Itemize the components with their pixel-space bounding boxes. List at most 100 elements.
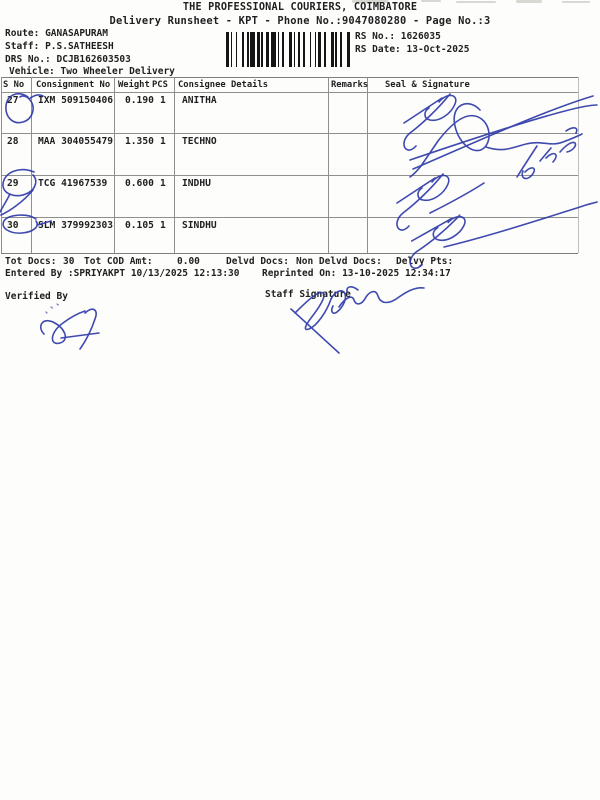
route-value: GANASAPURAM	[45, 28, 108, 39]
cell-consignee: SINDHU	[182, 220, 217, 231]
cell-sno: 29	[7, 178, 19, 189]
rs-date-line: RS Date: 13-Oct-2025	[355, 44, 469, 55]
table-border	[328, 77, 329, 253]
cell-consignee: TECHNO	[182, 136, 217, 147]
col-header-weight: Weight	[118, 80, 150, 90]
barcode-bar	[266, 32, 270, 67]
col-header-sno: S No	[3, 80, 25, 90]
cell-consignee: ANITHA	[182, 95, 217, 106]
table-border	[1, 77, 578, 78]
barcode-bar	[235, 32, 238, 67]
col-header-remarks: Remarks	[331, 80, 369, 90]
staff-signature-label: Staff Signature	[265, 289, 351, 300]
vehicle-value: Two Wheeler Delivery	[60, 66, 175, 77]
scan-artifact	[456, 1, 496, 3]
delvy-pts-label: Delvy Pts:	[396, 256, 454, 267]
scan-artifact	[352, 0, 388, 3]
drs-line: DRS No.: DCJB162603503	[5, 54, 131, 65]
table-border	[367, 77, 368, 253]
cell-sno: 28	[7, 136, 19, 147]
barcode-bar	[314, 32, 317, 67]
col-header-pcs: PCS	[152, 80, 168, 90]
cell-consignee: INDHU	[182, 178, 211, 189]
cell-consignment: MAA 304055479	[38, 136, 114, 147]
barcode-bar	[226, 32, 230, 67]
barcode-bar	[340, 32, 342, 67]
cell-weight: 0.600	[125, 178, 154, 189]
non-delvd-docs-label: Non Delvd Docs:	[296, 256, 382, 267]
cell-weight: 0.105	[125, 220, 154, 231]
tot-cod-label: Tot COD Amt:	[84, 256, 153, 267]
entered-by-line: Entered By :SPRIYAKPT 10/13/2025 12:13:3…	[5, 268, 240, 279]
barcode-bar	[271, 32, 276, 67]
signature-verified-by	[40, 303, 100, 350]
barcode-bar	[277, 32, 280, 67]
tot-cod-value: 0.00	[177, 256, 200, 267]
barcode-bar	[230, 32, 233, 67]
cell-pcs: 1	[160, 136, 166, 147]
barcode-bar	[256, 32, 260, 67]
rs-date-label: RS Date:	[355, 44, 401, 55]
cell-sno: 27	[7, 95, 19, 106]
vehicle-line: Vehicle: Two Wheeler Delivery	[9, 66, 175, 77]
staff-line: Staff: P.S.SATHEESH	[5, 41, 114, 52]
staff-value: P.S.SATHEESH	[45, 41, 114, 52]
table-border	[1, 253, 578, 254]
barcode-bar	[309, 32, 312, 67]
barcode-bar	[335, 32, 338, 67]
tot-docs-value: 30	[63, 256, 75, 267]
signature-row-28	[409, 95, 594, 180]
barcode-bar	[282, 32, 284, 67]
table-border	[1, 175, 578, 176]
delvd-docs-label: Delvd Docs:	[226, 256, 289, 267]
cell-weight: 1.350	[125, 136, 154, 147]
table-border	[31, 77, 32, 253]
col-header-consignee: Consignee Details	[178, 80, 269, 90]
route-label: Route:	[5, 28, 40, 39]
barcode-bar	[242, 32, 244, 67]
cell-consignment: SLM 379992303	[38, 220, 114, 231]
reprinted-on-line: Reprinted On: 13-10-2025 12:34:17	[262, 268, 451, 279]
scan-artifact	[516, 0, 542, 3]
barcode-bar	[293, 32, 296, 67]
page-title: THE PROFESSIONAL COURIERS, COIMBATORE	[182, 2, 418, 13]
col-header-consignment: Consignment No	[36, 80, 111, 90]
drs-value: DCJB162603503	[56, 54, 131, 65]
scan-artifact	[562, 1, 590, 3]
route-line: Route: GANASAPURAM	[5, 28, 108, 39]
col-header-seal: Seal & Signature	[385, 80, 470, 90]
table-border	[578, 77, 579, 253]
table-border	[1, 133, 578, 134]
table-border	[114, 77, 115, 253]
tot-docs-label: Tot Docs:	[5, 256, 57, 267]
barcode-bar	[346, 32, 350, 67]
cell-consignment: TCG 41967539	[38, 178, 108, 189]
cell-sno: 30	[7, 220, 19, 231]
barcode-bar	[330, 32, 334, 67]
barcode-bar	[250, 32, 255, 67]
cell-consignment: IXM 509150406	[38, 95, 114, 106]
vehicle-label: Vehicle:	[9, 66, 55, 77]
cell-pcs: 1	[160, 220, 166, 231]
table-border	[174, 77, 175, 253]
table-border	[1, 92, 578, 93]
signature-row-27	[403, 93, 598, 161]
table-border	[1, 77, 2, 253]
barcode-bar	[324, 32, 326, 67]
barcode-bar	[303, 32, 305, 67]
cell-weight: 0.190	[125, 95, 154, 106]
cell-pcs: 1	[160, 95, 166, 106]
cell-pcs: 1	[160, 178, 166, 189]
rs-no-value: 1626035	[400, 31, 441, 42]
barcode-bar	[298, 32, 301, 67]
barcode-bar	[261, 32, 264, 67]
barcode	[226, 32, 350, 67]
barcode-bar	[317, 32, 321, 67]
barcode-bar	[246, 32, 249, 67]
rs-date-value: 13-Oct-2025	[406, 44, 470, 55]
drs-label: DRS No.:	[5, 54, 51, 65]
staff-label: Staff:	[5, 41, 40, 52]
table-border	[1, 217, 578, 218]
page-subtitle: Delivery Runsheet - KPT - Phone No.:9047…	[109, 15, 491, 27]
